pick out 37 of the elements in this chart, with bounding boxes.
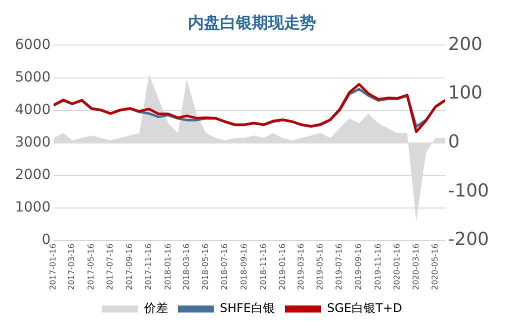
x-tick-label: 2019-11-16 xyxy=(373,244,382,290)
x-tick-label: 2017-07-16 xyxy=(106,244,115,290)
x-tick-label: 2019-03-16 xyxy=(296,244,306,290)
y-tick-label: 2000 xyxy=(14,167,51,184)
x-tick-label: 2019-09-16 xyxy=(354,244,364,290)
y-tick-label: 4000 xyxy=(14,102,51,118)
x-tick-label: 2018-05-16 xyxy=(200,244,210,290)
chart-title: 内盘白银期现走势 xyxy=(188,12,316,32)
y-tick-label: 0 xyxy=(42,232,51,248)
x-tick-label: 2020-03-16 xyxy=(411,244,420,290)
x-tick-label: 2017-11-16 xyxy=(144,244,154,290)
x-tick-label: 2017-03-16 xyxy=(67,244,76,290)
x-tick-label: 2019-07-16 xyxy=(334,244,344,290)
legend-label: SHFE白银 xyxy=(220,301,275,316)
x-tick-label: 2020-01-16 xyxy=(392,244,402,290)
x-tick-label: 2018-09-16 xyxy=(240,244,249,290)
y2-tick-label: 0 xyxy=(448,132,460,153)
y2-tick-label: 200 xyxy=(448,34,483,55)
y-tick-label: 5000 xyxy=(14,69,51,86)
x-tick-label: 2019-05-16 xyxy=(316,244,325,290)
x-tick-label: 2018-11-16 xyxy=(258,244,268,290)
y-tick-label: 1000 xyxy=(14,200,51,216)
x-tick-label: 2018-03-16 xyxy=(182,244,191,290)
x-tick-label: 2017-01-16 xyxy=(48,244,58,290)
legend-label: SGE白银T+D xyxy=(327,301,402,316)
y2-tick-label: -200 xyxy=(448,229,490,250)
x-tick-label: 2017-05-16 xyxy=(86,244,96,290)
y-tick-label: 6000 xyxy=(14,36,51,53)
x-tick-label: 2018-07-16 xyxy=(220,244,230,290)
legend-label: 价差 xyxy=(142,301,168,316)
x-tick-label: 2020-05-16 xyxy=(430,244,440,290)
x-tick-label: 2017-09-16 xyxy=(125,244,134,290)
y2-tick-label: 100 xyxy=(448,82,483,104)
x-tick-label: 2018-01-16 xyxy=(163,244,172,290)
y-tick-label: 3000 xyxy=(14,134,51,150)
x-tick-label: 2019-01-16 xyxy=(278,244,287,290)
y2-tick-label: -100 xyxy=(448,180,490,202)
